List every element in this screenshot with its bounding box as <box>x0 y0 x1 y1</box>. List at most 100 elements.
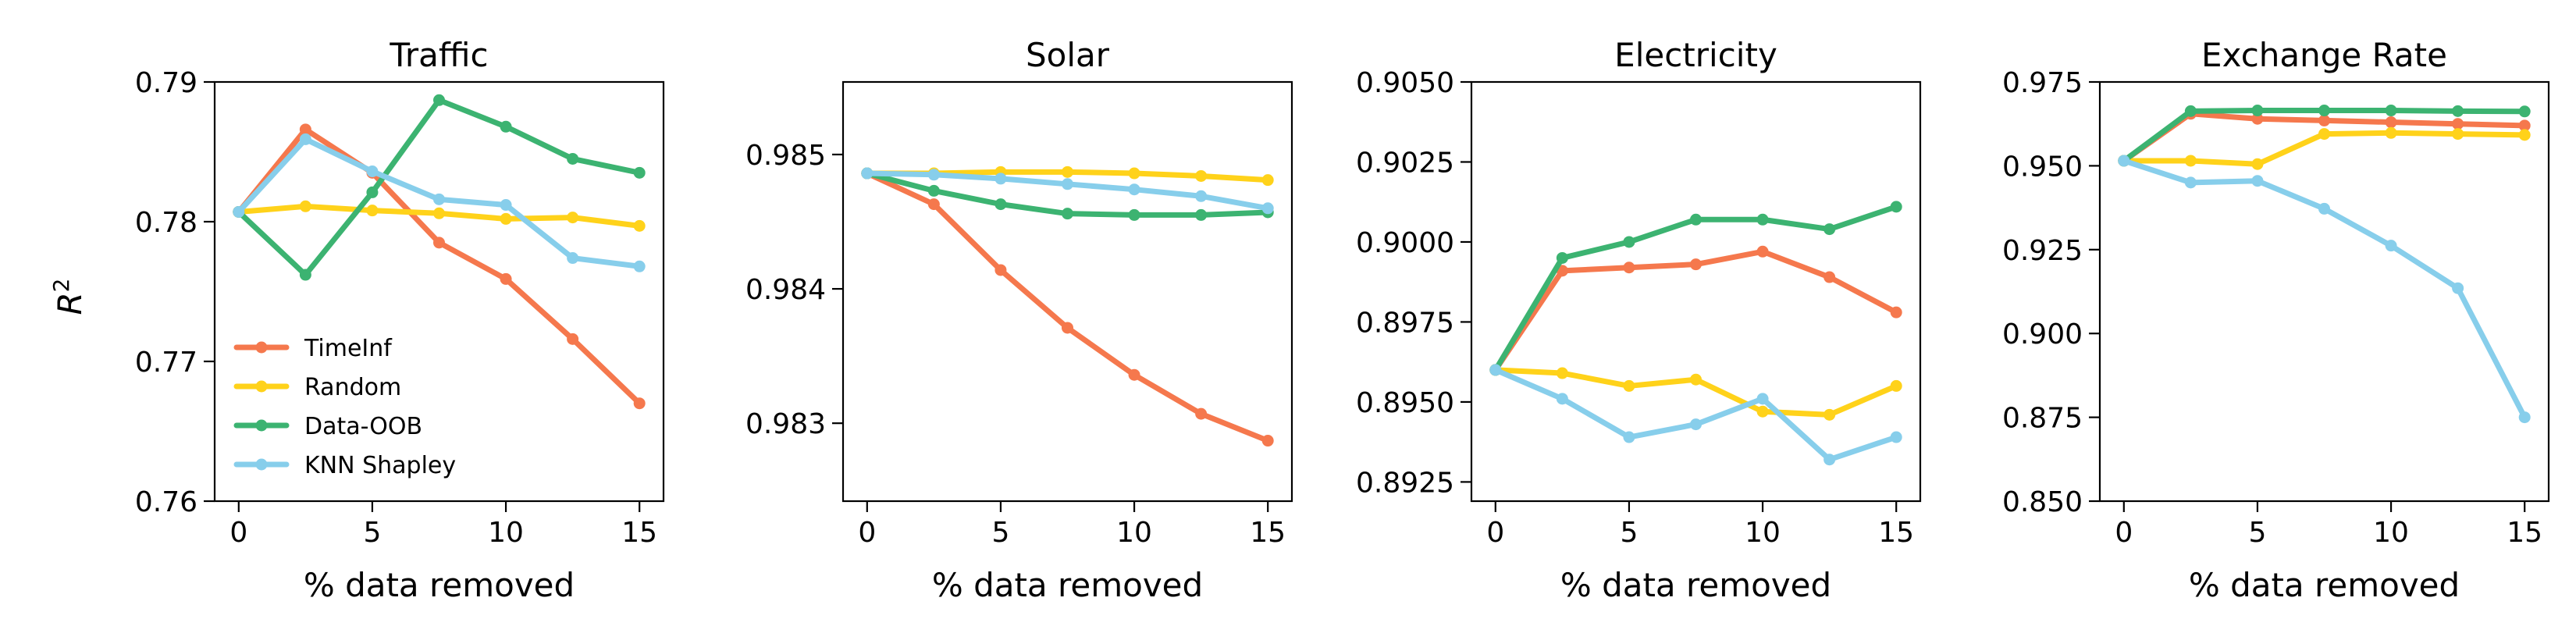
data-point <box>433 193 445 205</box>
data-point <box>299 200 311 212</box>
x-axis-label: % data removed <box>2189 566 2460 604</box>
plot-area-frame <box>2098 80 2550 503</box>
data-point <box>2385 116 2397 129</box>
data-point <box>366 186 379 198</box>
y-tick-label: 0.900 <box>2002 318 2083 350</box>
data-point <box>1195 208 1208 221</box>
legend-marker <box>255 419 268 432</box>
data-point <box>2452 118 2464 130</box>
chart-panels: Traffic 0.76 0.77 0.78 0.79 0 5 10 15 % data remo… <box>135 36 2550 604</box>
data-point <box>567 152 579 165</box>
data-point <box>1623 236 1635 248</box>
data-point <box>433 237 445 249</box>
panel-title: Traffic <box>389 36 488 74</box>
y-tick-label: 0.875 <box>2002 403 2083 435</box>
data-point <box>2518 411 2531 424</box>
data-point <box>1195 407 1208 420</box>
data-point <box>1556 393 1568 405</box>
data-point <box>927 198 940 211</box>
y-tick-label: 0.9025 <box>1356 147 1454 179</box>
data-point <box>567 212 579 224</box>
data-point <box>366 165 379 178</box>
data-point <box>2518 105 2531 118</box>
data-point <box>2518 119 2531 132</box>
data-point <box>433 207 445 219</box>
x-tick-label: 10 <box>1745 517 1781 549</box>
data-point <box>2251 105 2264 117</box>
data-point <box>2184 176 2197 189</box>
data-point <box>567 252 579 265</box>
data-point <box>299 133 311 145</box>
data-point <box>567 333 579 345</box>
panel-exchange-rate: Exchange Rate 0.850 0.875 0.900 0.925 0.950 0.… <box>2002 36 2550 604</box>
data-point <box>2385 105 2397 117</box>
data-point <box>1823 454 1836 466</box>
x-axis-label: % data removed <box>304 566 575 604</box>
x-tick-label: 0 <box>2115 517 2133 549</box>
series-line-data-oob <box>236 97 642 278</box>
x-tick-label: 0 <box>229 517 247 549</box>
data-point <box>2318 114 2330 126</box>
legend: TimeInf Random Data-OOB KNN Shapley <box>233 335 456 479</box>
data-point <box>233 205 245 218</box>
legend-item-data-oob: Data-OOB <box>233 413 422 440</box>
panel-traffic: Traffic 0.76 0.77 0.78 0.79 0 5 10 15 % data remo… <box>135 36 665 604</box>
data-point <box>1756 213 1769 226</box>
plot-area-frame <box>841 80 1293 503</box>
y-tick-label: 0.77 <box>135 347 197 379</box>
y-tick-label: 0.850 <box>2002 486 2083 518</box>
data-point <box>1195 190 1208 202</box>
data-point <box>1623 431 1635 443</box>
data-point <box>2452 128 2464 141</box>
data-point <box>2318 202 2330 215</box>
x-tick-label: 10 <box>2373 517 2409 549</box>
y-tick-label: 0.76 <box>135 486 197 518</box>
data-point <box>2251 158 2264 170</box>
x-tick-label: 5 <box>363 517 381 549</box>
data-point <box>1690 213 1702 226</box>
data-point <box>633 219 646 232</box>
panel-title: Exchange Rate <box>2201 36 2447 74</box>
data-point <box>633 166 646 179</box>
plot-area-frame <box>1470 80 1922 503</box>
data-point <box>1128 368 1140 381</box>
legend-item-knn-shapley: KNN Shapley <box>233 452 456 479</box>
x-tick-label: 10 <box>488 517 524 549</box>
x-tick-label: 10 <box>1116 517 1152 549</box>
data-point <box>1890 379 1902 392</box>
y-tick-label: 0.983 <box>745 408 826 440</box>
y-tick-label: 0.78 <box>135 207 197 239</box>
data-point <box>1623 262 1635 274</box>
data-point <box>2452 105 2464 117</box>
y-tick-label: 0.8950 <box>1356 387 1454 419</box>
data-point <box>299 269 311 281</box>
data-point <box>2385 126 2397 139</box>
data-point <box>1062 322 1073 334</box>
data-point <box>633 397 646 410</box>
y-tick-label: 0.9000 <box>1356 227 1454 259</box>
data-point <box>2118 155 2130 167</box>
data-point <box>366 205 379 217</box>
data-point <box>299 123 311 136</box>
series-line-data-oob <box>1493 204 1899 373</box>
data-point <box>2184 155 2197 167</box>
data-point <box>1195 169 1208 182</box>
y-tick-label: 0.975 <box>2002 67 2083 99</box>
legend-label: KNN Shapley <box>304 452 456 479</box>
y-tick-label: 0.8975 <box>1356 307 1454 339</box>
data-point <box>2318 128 2330 141</box>
data-point <box>1261 435 1274 447</box>
data-point <box>1261 202 1274 215</box>
x-tick-label: 15 <box>2507 517 2542 549</box>
data-point <box>2251 175 2264 187</box>
data-point <box>1756 245 1769 258</box>
data-point <box>500 199 512 212</box>
data-point <box>994 198 1007 211</box>
legend-item-timeinf: TimeInf <box>233 335 393 362</box>
legend-marker <box>255 458 268 471</box>
data-point <box>2452 282 2464 294</box>
data-point <box>500 120 512 133</box>
legend-marker <box>255 341 268 354</box>
data-point <box>1623 379 1635 392</box>
data-point <box>1556 367 1568 379</box>
